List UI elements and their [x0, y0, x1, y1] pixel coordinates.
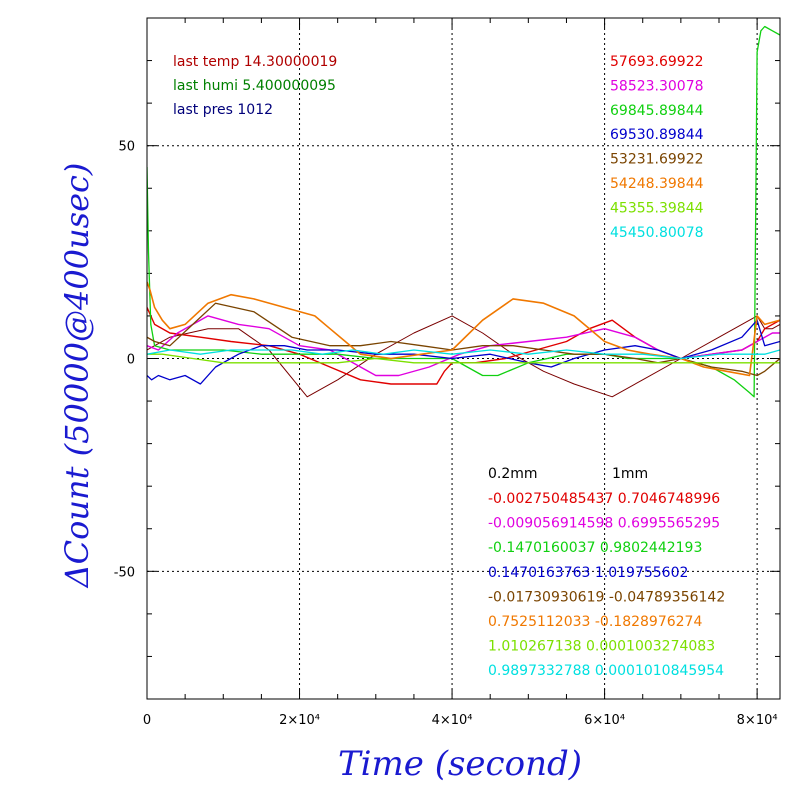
- series-lines: [147, 25, 780, 398]
- weather-annotation: last temp 14.30000019: [173, 54, 337, 70]
- tick-labels: 0 2×10⁴ 4×10⁴ 6×10⁴ 8×10⁴ 50 0 -50: [114, 140, 778, 728]
- series-line: [147, 25, 780, 398]
- series-value-annotation: 45450.80078: [610, 225, 704, 241]
- series-value-annotation: 69530.89844: [610, 127, 704, 143]
- x-tick-label: 0: [143, 713, 151, 728]
- series-line: [147, 319, 780, 385]
- x-tick-label: 4×10⁴: [432, 713, 473, 728]
- series-value-annotation: 58523.30078: [610, 78, 704, 94]
- series-value-annotation: 45355.39844: [610, 200, 704, 216]
- series-line: [147, 349, 780, 360]
- coefficient-annotation: -0.009056914598 0.6995565295: [488, 516, 720, 532]
- series-value-annotation: 57693.69922: [610, 54, 704, 70]
- y-tick-label: 50: [118, 140, 135, 155]
- series-line: [147, 302, 780, 377]
- plot-frame: [146, 17, 781, 700]
- series-value-annotation: 53231.69922: [610, 152, 704, 168]
- series-value-annotation: 69845.89844: [610, 103, 704, 119]
- coefficient-annotation: 0.9897332788 0.0001010845954: [488, 663, 724, 679]
- coefficient-annotations: -0.002750485437 0.7046748996 -0.009056914…: [488, 491, 725, 679]
- series-line: [147, 307, 780, 385]
- series-line: [147, 353, 780, 364]
- weather-annotation: last humi 5.400000095: [173, 78, 336, 94]
- x-axis-title: Time (second): [338, 744, 582, 784]
- x-tick-label: 6×10⁴: [584, 713, 625, 728]
- weather-annotations: last temp 14.30000019 last humi 5.4000000…: [173, 54, 337, 118]
- series-value-annotations: 57693.69922 58523.30078 69845.89844 69530.8…: [610, 54, 704, 241]
- x-tick-label: 8×10⁴: [737, 713, 778, 728]
- coefficient-annotation: -0.01730930619 -0.04789356142: [488, 589, 725, 605]
- series-line: [147, 315, 780, 398]
- coefficient-annotation: 0.7525112033 -0.1828976274: [488, 614, 702, 630]
- coefficient-annotation: 0.1470163763 1.019755602: [488, 565, 688, 581]
- coefficient-annotation: -0.002750485437 0.7046748996: [488, 491, 720, 507]
- series-line: [147, 281, 780, 377]
- y-tick-label: -50: [114, 565, 135, 580]
- coefficient-annotation: -0.1470160037 0.9802442193: [488, 540, 702, 556]
- coef-header-a: 0.2mm: [488, 466, 538, 482]
- coefficient-annotation: 1.010267138 0.0001003274083: [488, 639, 715, 655]
- x-tick-label: 2×10⁴: [279, 713, 320, 728]
- y-tick-label: 0: [127, 353, 135, 368]
- y-axis-title: ΔCount (50000@400usec): [58, 163, 96, 590]
- series-line: [147, 315, 780, 377]
- series-value-annotation: 54248.39844: [610, 176, 704, 192]
- coef-header-b: 1mm: [612, 466, 648, 482]
- weather-annotation: last pres 1012: [173, 102, 273, 118]
